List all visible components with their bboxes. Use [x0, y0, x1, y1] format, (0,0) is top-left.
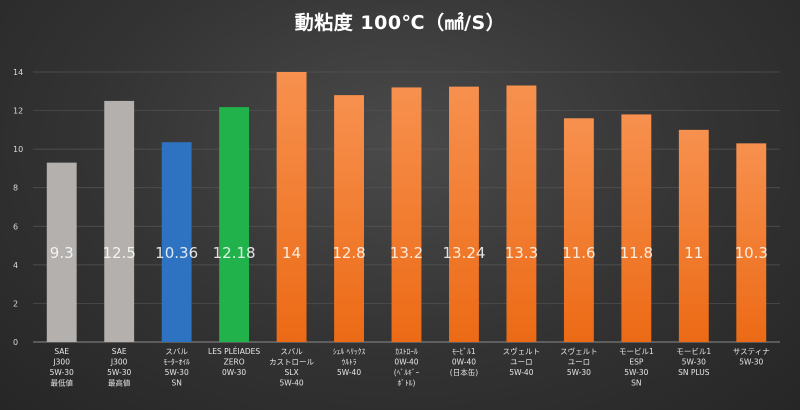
- category-label: スバル: [165, 347, 188, 356]
- bar: [391, 87, 422, 342]
- bar: [449, 86, 479, 343]
- category-label: (日本缶): [450, 367, 478, 377]
- y-tick-label: 8: [13, 184, 18, 193]
- y-tick-label: 14: [13, 68, 23, 77]
- category-label: ﾓｰﾋﾞﾙ1: [452, 347, 476, 356]
- data-label: 11: [684, 244, 703, 262]
- category-label: スヴェルト: [503, 346, 541, 356]
- category-label: サスティナ: [733, 347, 770, 356]
- category-label: SAE: [112, 347, 127, 356]
- category-label: SLX: [285, 368, 299, 377]
- category-label: ﾎﾞﾄﾙ): [398, 379, 416, 388]
- chart-title: 動粘度 100℃（㎟/S）: [294, 12, 506, 34]
- bars: [46, 72, 767, 343]
- category-label: 5W-30: [739, 358, 763, 367]
- category-label: 0W-30: [222, 368, 246, 377]
- category-label: SN: [171, 379, 181, 388]
- category-label: LES PLÉIADES: [208, 347, 260, 356]
- category-label: SAE: [54, 347, 69, 356]
- category-label: J300: [110, 358, 128, 367]
- bar: [621, 114, 652, 342]
- y-tick-label: 6: [13, 222, 18, 231]
- category-label: モービル1: [676, 347, 711, 356]
- data-label: 13.24: [442, 244, 485, 262]
- y-axis: 0 2 4 6 8 10 12 14: [13, 68, 23, 347]
- bar: [276, 72, 307, 342]
- data-label: 11.6: [562, 244, 595, 262]
- category-label: SN: [631, 379, 641, 388]
- category-label: 5W-30: [624, 368, 648, 377]
- category-label: モービル1: [619, 347, 654, 356]
- data-label: 12.5: [102, 244, 135, 262]
- category-label: SN PLUS: [678, 368, 710, 377]
- category-label: スバル: [280, 347, 303, 356]
- data-label: 12.18: [213, 244, 256, 262]
- data-labels: 9.3 12.5 10.36 12.18 14 12.8 13.2 13.24 13.3 11.6…: [50, 244, 768, 262]
- category-label: 5W-40: [509, 368, 533, 377]
- data-label: 9.3: [50, 244, 74, 262]
- category-label: 5W-30: [165, 368, 189, 377]
- category-label: ユーロ: [510, 358, 533, 367]
- y-tick-label: 0: [13, 338, 18, 347]
- y-tick-label: 2: [13, 299, 18, 308]
- category-label: 最高値: [108, 378, 131, 388]
- bar: [46, 162, 77, 342]
- x-axis-categories: SAEJ3005W-30最低値SAEJ3005W-30最高値スバルﾓｰﾀｰｵｲﾙ…: [50, 346, 770, 388]
- bar: [334, 95, 364, 343]
- bar: [678, 129, 709, 342]
- data-label: 14: [282, 244, 301, 262]
- category-label: 5W-40: [280, 379, 304, 388]
- y-tick-label: 10: [13, 145, 23, 154]
- category-label: J300: [52, 358, 70, 367]
- category-label: 0W-40: [394, 358, 418, 367]
- category-label: 5W-30: [107, 368, 131, 377]
- category-label: ユーロ: [568, 358, 591, 367]
- data-label: 10.3: [735, 244, 768, 262]
- data-label: 11.8: [620, 244, 653, 262]
- category-label: ZERO: [224, 358, 245, 367]
- category-label: 最低値: [50, 378, 73, 388]
- category-label: ｼｪﾙ ﾍﾘｯｸｽ: [333, 347, 366, 356]
- category-label: カストロール: [269, 358, 314, 367]
- data-label: 12.8: [332, 244, 365, 262]
- category-label: 0W-40: [452, 358, 476, 367]
- bar: [736, 143, 767, 342]
- data-label: 13.2: [390, 244, 423, 262]
- category-label: スヴェルト: [560, 346, 598, 356]
- category-label: ﾓｰﾀｰｵｲﾙ: [164, 358, 190, 367]
- bar: [104, 100, 135, 342]
- bar: [563, 118, 594, 343]
- bar: [161, 142, 192, 342]
- category-label: 5W-40: [337, 368, 361, 377]
- category-label: ｶｽﾄﾛｰﾙ: [395, 347, 418, 356]
- category-label: 5W-30: [567, 368, 591, 377]
- bar: [506, 85, 537, 342]
- bar: [219, 107, 250, 342]
- category-label: (ﾍﾞﾙｷﾞｰ: [394, 368, 420, 377]
- category-label: ESP: [629, 358, 643, 367]
- y-tick-label: 4: [13, 261, 18, 270]
- data-label: 13.3: [505, 244, 538, 262]
- category-label: 5W-30: [50, 368, 74, 377]
- category-label: ｳﾙﾄﾗ: [342, 358, 357, 367]
- y-tick-label: 12: [13, 107, 23, 116]
- data-label: 10.36: [155, 244, 198, 262]
- category-label: 5W-30: [682, 358, 706, 367]
